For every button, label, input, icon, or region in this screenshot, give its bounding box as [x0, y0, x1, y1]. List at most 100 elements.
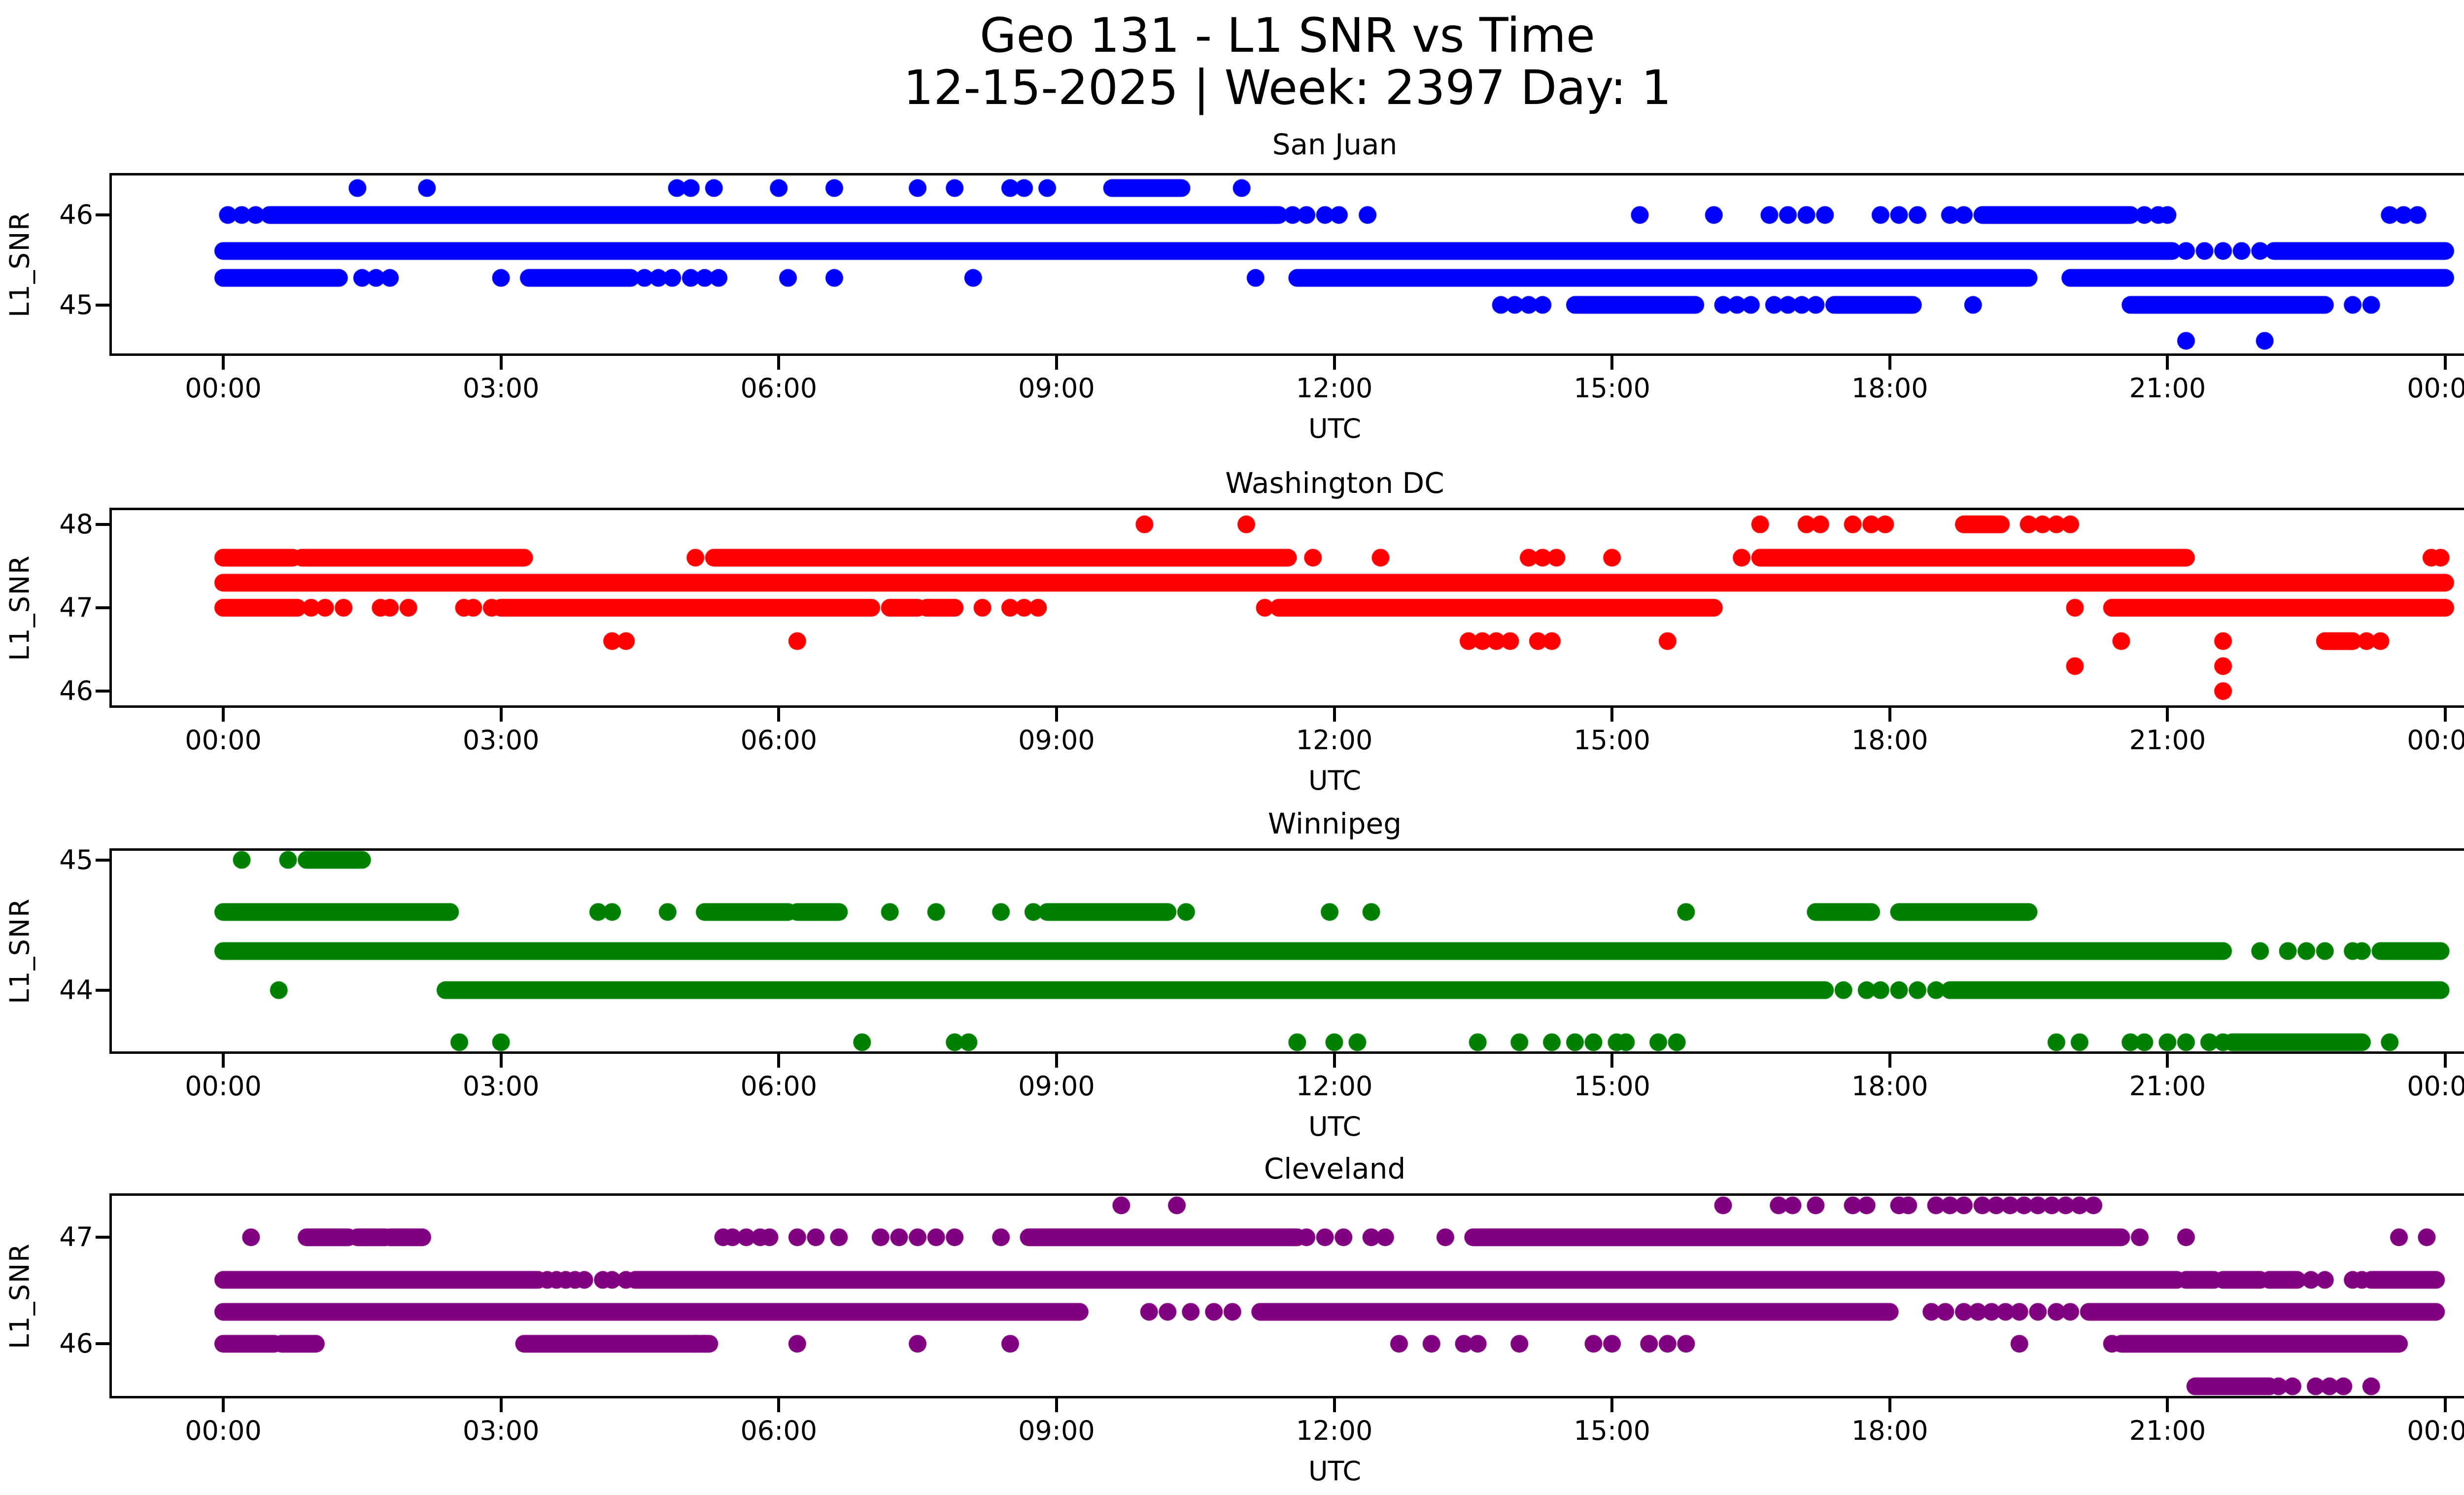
- x-tick-mark: [2166, 1054, 2169, 1068]
- subplot-title-cleveland: Cleveland: [1264, 1152, 1406, 1185]
- x-tick-label: 06:00: [740, 1415, 818, 1446]
- x-tick-mark: [777, 1054, 781, 1068]
- x-tick-mark: [1888, 1398, 1891, 1412]
- x-tick-mark: [777, 708, 781, 722]
- subplot-title-washington-dc: Washington DC: [1225, 466, 1444, 500]
- x-tick-label: 03:00: [462, 1415, 540, 1446]
- y-tick-mark: [96, 858, 109, 862]
- x-tick-label: 12:00: [1296, 1415, 1373, 1446]
- x-axis-label-washington-dc: UTC: [1308, 765, 1362, 796]
- x-tick-label: 03:00: [462, 1071, 540, 1102]
- x-tick-label: 09:00: [1018, 1415, 1095, 1446]
- x-tick-mark: [222, 708, 225, 722]
- plot-canvas-0: [112, 175, 2464, 353]
- x-tick-label: 18:00: [1851, 1071, 1928, 1102]
- x-tick-mark: [1610, 1054, 1614, 1068]
- x-tick-label: 15:00: [1574, 1415, 1650, 1446]
- x-tick-label: 18:00: [1851, 1415, 1928, 1446]
- x-tick-mark: [499, 1054, 503, 1068]
- y-tick-label: 45: [59, 844, 93, 875]
- x-tick-label: 15:00: [1574, 373, 1650, 404]
- x-tick-label: 06:00: [740, 725, 818, 756]
- x-tick-mark: [2166, 356, 2169, 370]
- y-tick-mark: [96, 988, 109, 992]
- x-tick-mark: [499, 708, 503, 722]
- y-tick-mark: [96, 213, 109, 217]
- x-tick-mark: [2444, 1054, 2447, 1068]
- x-tick-mark: [2444, 708, 2447, 722]
- x-axis-label-cleveland: UTC: [1308, 1456, 1362, 1487]
- subplot-title-san-juan: San Juan: [1272, 128, 1398, 161]
- x-tick-label: 09:00: [1018, 1071, 1095, 1102]
- x-tick-mark: [1055, 356, 1058, 370]
- y-tick-mark: [96, 1236, 109, 1239]
- x-tick-label: 21:00: [2129, 373, 2206, 404]
- x-tick-mark: [2444, 1398, 2447, 1412]
- y-tick-label: 46: [59, 675, 93, 707]
- x-tick-label: 00:00: [2407, 1415, 2464, 1446]
- x-tick-mark: [777, 1398, 781, 1412]
- x-tick-label: 00:00: [185, 373, 262, 404]
- y-tick-mark: [96, 303, 109, 307]
- y-tick-mark: [96, 690, 109, 693]
- x-tick-label: 12:00: [1296, 1071, 1373, 1102]
- x-tick-label: 21:00: [2129, 1071, 2206, 1102]
- x-tick-mark: [1888, 1054, 1891, 1068]
- x-tick-label: 00:00: [2407, 373, 2464, 404]
- x-tick-label: 15:00: [1574, 1071, 1650, 1102]
- x-tick-label: 21:00: [2129, 725, 2206, 756]
- x-tick-label: 09:00: [1018, 373, 1095, 404]
- x-tick-label: 00:00: [2407, 725, 2464, 756]
- x-tick-mark: [1610, 1398, 1614, 1412]
- x-tick-label: 00:00: [185, 1415, 262, 1446]
- x-tick-mark: [222, 1054, 225, 1068]
- x-tick-label: 00:00: [185, 725, 262, 756]
- plot-canvas-3: [112, 1196, 2464, 1396]
- plot-canvas-2: [112, 851, 2464, 1051]
- x-axis-label-san-juan: UTC: [1308, 413, 1362, 444]
- x-tick-mark: [1610, 708, 1614, 722]
- figure-title: Geo 131 - L1 SNR vs Time: [980, 8, 1595, 63]
- figure-subtitle: 12-15-2025 | Week: 2397 Day: 1: [903, 60, 1672, 115]
- x-tick-mark: [1055, 1054, 1058, 1068]
- x-tick-mark: [1333, 356, 1336, 370]
- y-tick-label: 47: [59, 1221, 93, 1253]
- x-tick-label: 06:00: [740, 373, 818, 404]
- subplot-title-winnipeg: Winnipeg: [1267, 807, 1402, 840]
- plot-area-cleveland: [109, 1193, 2464, 1398]
- y-tick-label: 46: [59, 1328, 93, 1359]
- x-tick-mark: [499, 1398, 503, 1412]
- x-tick-label: 06:00: [740, 1071, 818, 1102]
- x-tick-mark: [1610, 356, 1614, 370]
- x-tick-label: 21:00: [2129, 1415, 2206, 1446]
- y-tick-label: 46: [59, 199, 93, 231]
- x-tick-mark: [1333, 1054, 1336, 1068]
- x-tick-label: 00:00: [185, 1071, 262, 1102]
- x-tick-label: 18:00: [1851, 373, 1928, 404]
- x-tick-mark: [1055, 708, 1058, 722]
- x-tick-mark: [1888, 356, 1891, 370]
- x-tick-mark: [222, 356, 225, 370]
- x-tick-mark: [2166, 1398, 2169, 1412]
- x-tick-mark: [1333, 708, 1336, 722]
- x-tick-label: 12:00: [1296, 373, 1373, 404]
- x-tick-mark: [2166, 708, 2169, 722]
- y-tick-mark: [96, 1342, 109, 1346]
- y-tick-mark: [96, 606, 109, 609]
- x-tick-label: 09:00: [1018, 725, 1095, 756]
- plot-area-washington-dc: [109, 508, 2464, 708]
- x-axis-label-winnipeg: UTC: [1308, 1111, 1362, 1142]
- x-tick-label: 03:00: [462, 373, 540, 404]
- x-tick-label: 12:00: [1296, 725, 1373, 756]
- y-tick-mark: [96, 522, 109, 526]
- x-tick-mark: [1333, 1398, 1336, 1412]
- x-tick-label: 18:00: [1851, 725, 1928, 756]
- plot-canvas-1: [112, 510, 2464, 705]
- y-tick-label: 47: [59, 592, 93, 623]
- x-tick-mark: [222, 1398, 225, 1412]
- plot-area-san-juan: [109, 173, 2464, 356]
- plot-area-winnipeg: [109, 848, 2464, 1054]
- x-tick-label: 03:00: [462, 725, 540, 756]
- y-tick-label: 48: [59, 508, 93, 540]
